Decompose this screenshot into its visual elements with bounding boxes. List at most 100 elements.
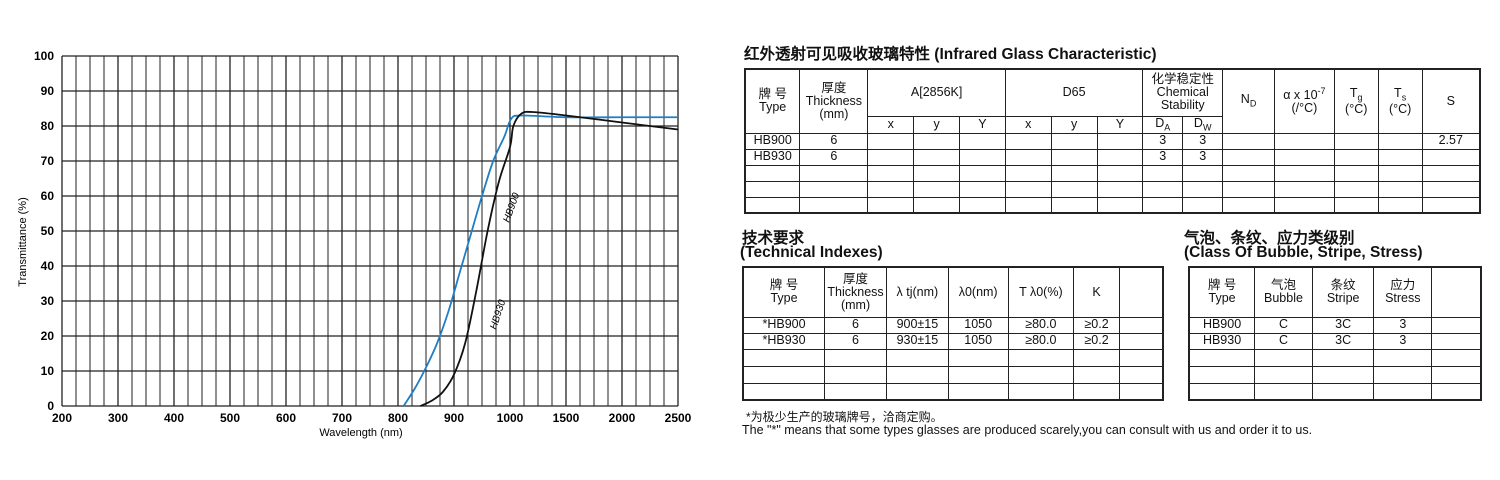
- x-tick-labels: 200 300 400 500 600 700 800 900 1000 1500 2000 2500: [52, 411, 692, 425]
- table-row: HB930 6 3 3: [744, 148, 1481, 166]
- cell-bubble: C: [1254, 316, 1313, 334]
- hdr-chemical-stability: 化学稳定性 Chemical Stability: [1142, 68, 1224, 117]
- x-tick-label: 1500: [553, 411, 580, 425]
- hdr-nd: ND: [1222, 68, 1275, 134]
- cell-type: HB930: [1188, 332, 1256, 350]
- sub-da: DA: [1142, 115, 1184, 134]
- cell-bubble: C: [1254, 332, 1313, 350]
- y-tick-label: 10: [41, 364, 55, 378]
- cell-stripe: 3C: [1311, 332, 1375, 350]
- infrared-table: 牌 号 Type 厚度 Thickness (mm) A[2856K] D65 …: [744, 68, 1481, 214]
- sub-d65-Y: Y: [1096, 115, 1144, 134]
- cell-k: ≥0.2: [1073, 316, 1120, 334]
- y-tick-labels: 0 10 20 30 40 50 60 70 80 90 100: [34, 49, 54, 413]
- hdr-bubble: 气泡 Bubble: [1254, 266, 1313, 318]
- x-tick-label: 2500: [665, 411, 692, 425]
- x-tick-label: 700: [332, 411, 352, 425]
- hdr-lambda0: λ0(nm): [947, 266, 1009, 318]
- x-tick-label: 600: [276, 411, 296, 425]
- y-tick-label: 20: [41, 329, 55, 343]
- y-tick-label: 100: [34, 49, 54, 63]
- table-row: *HB930 6 930±15 1050 ≥80.0 ≥0.2: [742, 332, 1164, 350]
- hdr-type: 牌 号 Type: [1188, 266, 1256, 318]
- y-tick-label: 80: [41, 119, 55, 133]
- cell-stripe: 3C: [1311, 316, 1375, 334]
- hdr-type: 牌 号 Type: [744, 68, 801, 134]
- cell-da: 3: [1142, 132, 1184, 150]
- cell-stress: 3: [1373, 332, 1433, 350]
- x-tick-label: 900: [444, 411, 464, 425]
- x-tick-label: 400: [164, 411, 184, 425]
- cell-type: *HB930: [742, 332, 826, 350]
- hdr-d65: D65: [1004, 68, 1144, 117]
- series-lines: [402, 110, 679, 407]
- hdr-stripe: 条纹 Stripe: [1311, 266, 1375, 318]
- x-tick-label: 200: [52, 411, 72, 425]
- bubble-title-en: (Class Of Bubble, Stripe, Stress): [1184, 244, 1423, 261]
- hdr-thickness: 厚度 Thickness (mm): [799, 68, 869, 134]
- y-axis-label: Transmittance (%): [17, 197, 29, 286]
- x-tick-label: 300: [108, 411, 128, 425]
- bubble-title-cn: 气泡、条纹、应力类级别: [1184, 230, 1355, 247]
- hdr-k: K: [1073, 266, 1120, 318]
- cell-thickness: 6: [799, 148, 869, 166]
- table-row: HB930 C 3C 3: [1188, 332, 1482, 350]
- series-line-hb930: [420, 110, 679, 407]
- cell-k: ≥0.2: [1073, 332, 1120, 350]
- cell-thickness: 6: [824, 332, 887, 350]
- y-tick-label: 70: [41, 154, 55, 168]
- cell-thickness: 6: [824, 316, 887, 334]
- hdr-type: 牌 号 Type: [742, 266, 826, 318]
- sub-dw: DW: [1182, 115, 1224, 134]
- table-row: HB900 C 3C 3: [1188, 316, 1482, 334]
- sub-a-x: x: [867, 115, 915, 134]
- cell-stress: 3: [1373, 316, 1433, 334]
- series-label-hb930: HB930: [488, 298, 508, 331]
- infrared-title: 红外透射可见吸收玻璃特性 (Infrared Glass Characteris…: [744, 46, 1157, 63]
- technical-table: 牌 号 Type 厚度 Thickness (mm) λ tj(nm) λ0(n…: [742, 266, 1164, 401]
- y-tick-label: 0: [47, 399, 54, 413]
- x-tick-label: 2000: [609, 411, 636, 425]
- y-tick-label: 40: [41, 259, 55, 273]
- cell-type: HB900: [1188, 316, 1256, 334]
- technical-title-cn: 技术要求: [742, 230, 805, 247]
- x-tick-label: 500: [220, 411, 240, 425]
- table-row: HB900 6 3 3 2.57: [744, 132, 1481, 150]
- hdr-a2856k: A[2856K]: [867, 68, 1006, 117]
- sub-a-y: y: [913, 115, 961, 134]
- hdr-lambda-tj: λ tj(nm): [886, 266, 949, 318]
- cell-lambda0: 1050: [947, 316, 1009, 334]
- hdr-thickness: 厚度 Thickness (mm): [824, 266, 887, 318]
- cell-type: *HB900: [742, 316, 826, 334]
- technical-title-en: (Technical Indexes): [740, 244, 883, 261]
- cell-s: [1421, 148, 1481, 166]
- hdr-alpha: α x 10-7 (/°C): [1273, 68, 1335, 134]
- cell-type: HB900: [744, 132, 801, 150]
- sub-d65-x: x: [1004, 115, 1052, 134]
- y-tick-label: 30: [41, 294, 55, 308]
- hdr-t-lambda0: T λ0(%): [1007, 266, 1075, 318]
- cell-thickness: 6: [799, 132, 869, 150]
- sub-d65-y: y: [1050, 115, 1098, 134]
- cell-s: 2.57: [1421, 132, 1481, 150]
- x-axis-label: Wavelength (nm): [319, 427, 402, 439]
- series-line-hb900: [402, 114, 678, 407]
- cell-type: HB930: [744, 148, 801, 166]
- hdr-s: S: [1421, 68, 1481, 134]
- x-tick-label: 800: [388, 411, 408, 425]
- hdr-ts: Ts (°C): [1377, 68, 1423, 134]
- hdr-stress: 应力 Stress: [1373, 266, 1433, 318]
- transmittance-chart: 0 10 20 30 40 50 60 70 80 90 100 200 300 400 500 600 70…: [17, 49, 692, 439]
- chart-grid: [61, 55, 679, 407]
- cell-lambda-tj: 930±15: [886, 332, 949, 350]
- y-tick-label: 90: [41, 84, 55, 98]
- cell-dw: 3: [1182, 148, 1224, 166]
- cell-t-lambda0: ≥80.0: [1007, 316, 1075, 334]
- cell-lambda-tj: 900±15: [886, 316, 949, 334]
- table-row: *HB900 6 900±15 1050 ≥80.0 ≥0.2: [742, 316, 1164, 334]
- hdr-tg: Tg (°C): [1333, 68, 1379, 134]
- bubble-table: 牌 号 Type 气泡 Bubble 条纹 Stripe 应力 Stress H…: [1188, 266, 1482, 401]
- note-cn: *为极少生产的玻璃牌号，洽商定购。: [746, 410, 943, 424]
- sub-a-Y: Y: [959, 115, 1006, 134]
- cell-dw: 3: [1182, 132, 1224, 150]
